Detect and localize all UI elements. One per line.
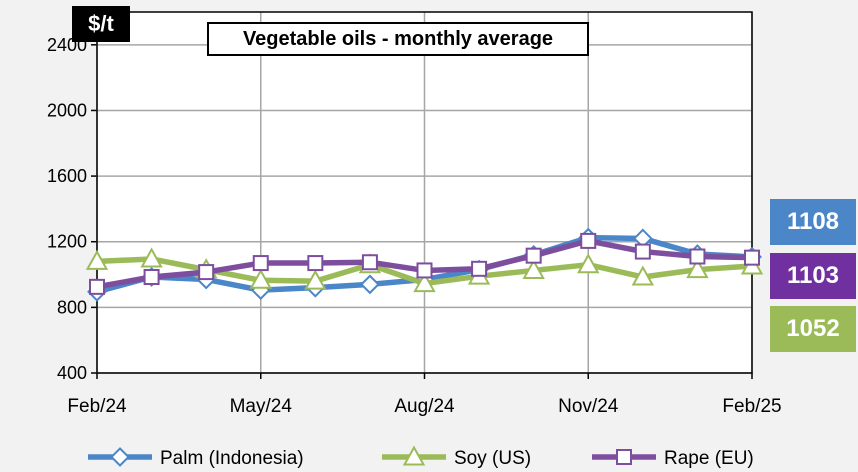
plot-border <box>96 11 753 374</box>
data-point-rape-eu <box>634 243 651 260</box>
data-point-soy-us <box>631 265 655 286</box>
legend-label-rape-eu: Rape (EU) <box>664 448 754 469</box>
x-tick-label: Nov/24 <box>558 396 619 417</box>
x-tick-label: Feb/25 <box>722 396 781 417</box>
data-point-soy-us <box>686 258 709 279</box>
end-value-badge-palm: 1108 <box>770 199 856 245</box>
legend-label-palm-indonesia: Palm (Indonesia) <box>160 448 304 469</box>
data-point-rape-eu <box>689 248 706 265</box>
data-point-rape-eu <box>198 264 215 281</box>
data-point-rape-eu <box>252 255 269 272</box>
legend-marker-palm-indonesia <box>110 447 130 467</box>
data-point-soy-us <box>249 268 272 289</box>
legend-marker-rape-eu <box>616 449 632 465</box>
y-tick-label: 2000 <box>47 100 87 120</box>
data-point-rape-eu <box>744 249 760 266</box>
data-point-soy-us <box>413 272 436 293</box>
data-point-soy-us <box>577 253 600 274</box>
data-point-rape-eu <box>471 260 488 277</box>
chart-title: Vegetable oils - monthly average <box>207 22 589 56</box>
y-axis-unit-label: $/t <box>72 6 130 42</box>
data-point-rape-eu <box>307 255 324 272</box>
y-tick-label: 1600 <box>47 166 87 186</box>
end-value-badge-soy: 1052 <box>770 306 856 352</box>
data-point-rape-eu <box>89 278 105 295</box>
data-point-soy-us <box>140 247 163 268</box>
legend-label-soy-us: Soy (US) <box>454 448 531 469</box>
x-tick-label: Aug/24 <box>394 396 455 417</box>
data-point-soy-us <box>85 249 109 270</box>
y-tick-label: 800 <box>57 297 87 317</box>
x-tick-label: May/24 <box>230 396 293 417</box>
legend-marker-soy-us <box>402 445 426 466</box>
y-tick-label: 400 <box>57 363 87 383</box>
data-point-rape-eu <box>525 247 542 264</box>
data-point-rape-eu <box>361 254 378 271</box>
data-point-soy-us <box>304 269 327 290</box>
x-tick-label: Feb/24 <box>67 396 127 417</box>
data-point-rape-eu <box>580 232 597 249</box>
end-value-badge-rape: 1103 <box>770 253 856 299</box>
y-tick-label: 1200 <box>47 232 87 252</box>
data-point-palm-indonesia <box>360 274 380 295</box>
data-point-rape-eu <box>416 262 433 279</box>
data-point-soy-us <box>522 258 545 279</box>
data-point-rape-eu <box>143 269 160 286</box>
